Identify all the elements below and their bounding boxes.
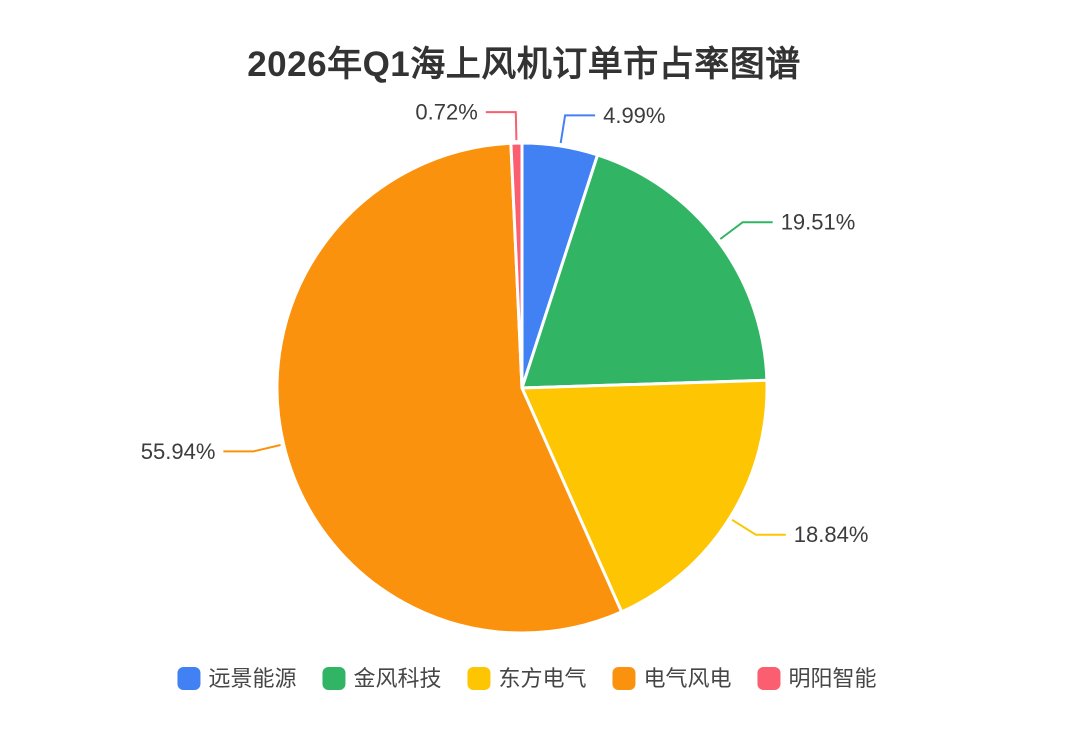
slice-label-line-2 [731,518,786,536]
slice-label-4: 0.72% [415,100,477,125]
legend-label-0: 远景能源 [208,666,297,691]
legend-marker-0 [177,667,201,690]
slice-label-0: 4.99% [603,103,665,128]
legend-item-4[interactable]: 明阳智能 [757,666,877,691]
slice-label-line-1 [719,221,773,240]
legend-item-0[interactable]: 远景能源 [177,666,296,691]
legend: 远景能源 金风科技 东方电气 电气风电 明阳智能 [177,666,877,691]
pie-slice-2[interactable] [520,378,769,614]
legend-item-3[interactable]: 电气风电 [612,666,732,691]
legend-marker-4 [757,667,781,690]
pie-slice-3[interactable] [275,141,624,635]
legend-label-2: 东方电气 [498,666,587,691]
chart-title: 2026年Q1海上风机订单市占率图谱 [247,45,801,84]
legend-marker-1 [322,667,346,690]
legend-marker-2 [467,667,491,690]
legend-item-1[interactable]: 金风科技 [322,666,441,691]
legend-item-2[interactable]: 东方电气 [467,666,587,691]
legend-label-4: 明阳智能 [788,666,877,691]
legend-label-1: 金风科技 [353,666,442,691]
slice-label-line-3 [223,444,281,453]
slice-label-3: 55.94% [141,439,216,464]
legend-label-3: 电气风电 [643,666,732,691]
legend-marker-3 [612,667,636,690]
slice-label-1: 19.51% [781,210,856,235]
slice-label-line-4 [485,111,518,141]
pie-slice-4[interactable] [509,141,524,390]
slice-label-line-0 [559,114,596,144]
pie-slice-1[interactable] [520,153,769,390]
slice-label-2: 18.84% [794,522,869,547]
